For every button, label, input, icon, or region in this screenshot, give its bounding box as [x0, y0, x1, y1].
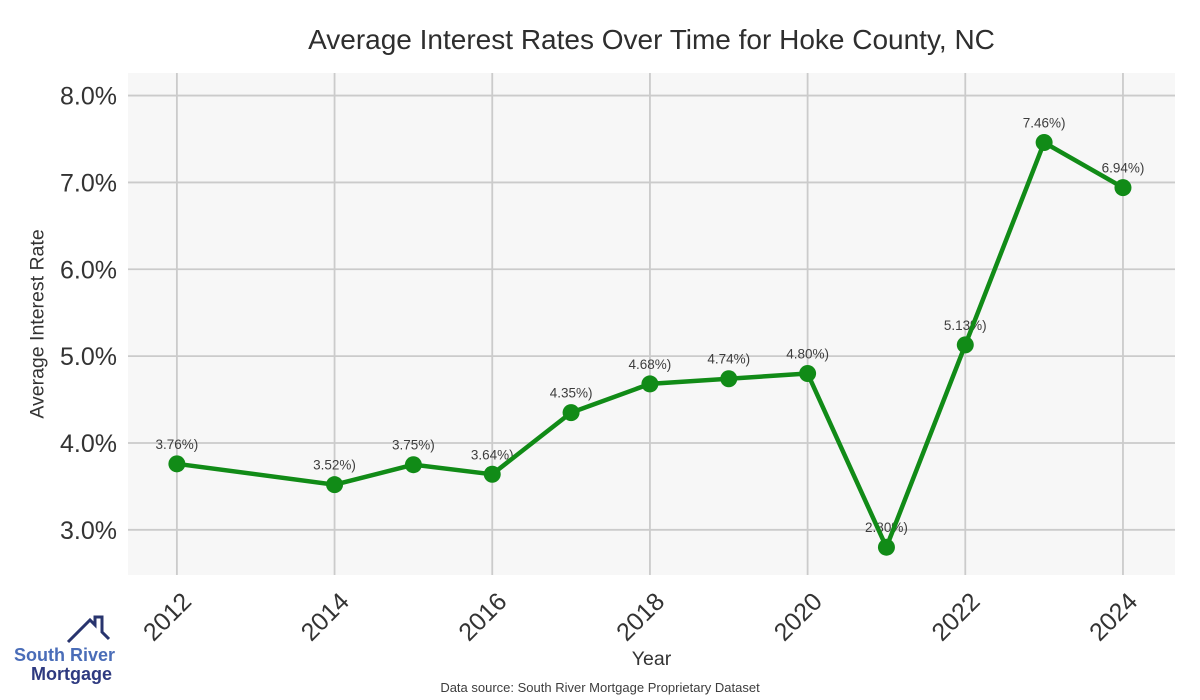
y-tick-label: 7.0%	[60, 169, 117, 197]
data-source-note: Data source: South River Mortgage Propri…	[440, 680, 760, 695]
data-point-label: 4.80%)	[786, 347, 829, 362]
data-point-label: 4.35%)	[550, 386, 593, 401]
y-tick-label: 8.0%	[60, 83, 117, 111]
data-point-marker	[483, 465, 501, 483]
data-point-marker	[877, 538, 895, 556]
data-point-marker	[168, 455, 186, 473]
y-tick-label: 6.0%	[60, 256, 117, 284]
data-point-label: 2.80%)	[865, 520, 908, 535]
x-tick-label: 2014	[296, 587, 355, 646]
chart-title: Average Interest Rates Over Time for Hok…	[308, 24, 995, 55]
y-tick-label: 5.0%	[60, 343, 117, 371]
data-point-marker	[1114, 179, 1132, 197]
data-point-label: 3.64%)	[471, 447, 514, 462]
data-point-label: 3.75%)	[392, 438, 435, 453]
data-point-marker	[720, 370, 738, 388]
x-tick-label: 2024	[1084, 587, 1143, 646]
x-tick-label: 2018	[611, 587, 670, 646]
data-point-label: 4.68%)	[629, 357, 672, 372]
data-point-marker	[956, 336, 974, 354]
x-tick-label: 2020	[769, 587, 828, 646]
data-point-label: 5.13%)	[944, 318, 987, 333]
data-point-marker	[799, 365, 817, 383]
data-point-marker	[562, 404, 580, 422]
data-point-label: 6.94%)	[1102, 161, 1145, 176]
data-point-label: 3.76%)	[155, 437, 198, 452]
plot-area-background	[128, 73, 1175, 575]
data-point-marker	[404, 456, 422, 474]
x-axis-label: Year	[631, 648, 672, 670]
logo-text-south-river: South River	[14, 645, 116, 665]
y-axis-label: Average Interest Rate	[26, 229, 49, 419]
trend-line	[176, 139, 1125, 553]
logo-text-mortgage: Mortgage	[31, 664, 112, 684]
data-point-label: 4.74%)	[707, 352, 750, 367]
y-tick-label: 3.0%	[60, 517, 117, 545]
data-point-marker	[1035, 133, 1053, 151]
data-point-marker	[641, 375, 659, 393]
company-logo: South River Mortgage	[14, 610, 116, 684]
data-point-marker	[326, 476, 344, 494]
data-point-label: 3.52%)	[313, 458, 356, 473]
x-tick-label: 2012	[138, 587, 197, 646]
y-tick-label: 4.0%	[60, 430, 117, 458]
house-roof-icon	[66, 615, 111, 644]
data-point-label: 7.46%)	[1023, 115, 1066, 130]
x-tick-label: 2016	[453, 587, 512, 646]
x-tick-label: 2022	[926, 587, 985, 646]
